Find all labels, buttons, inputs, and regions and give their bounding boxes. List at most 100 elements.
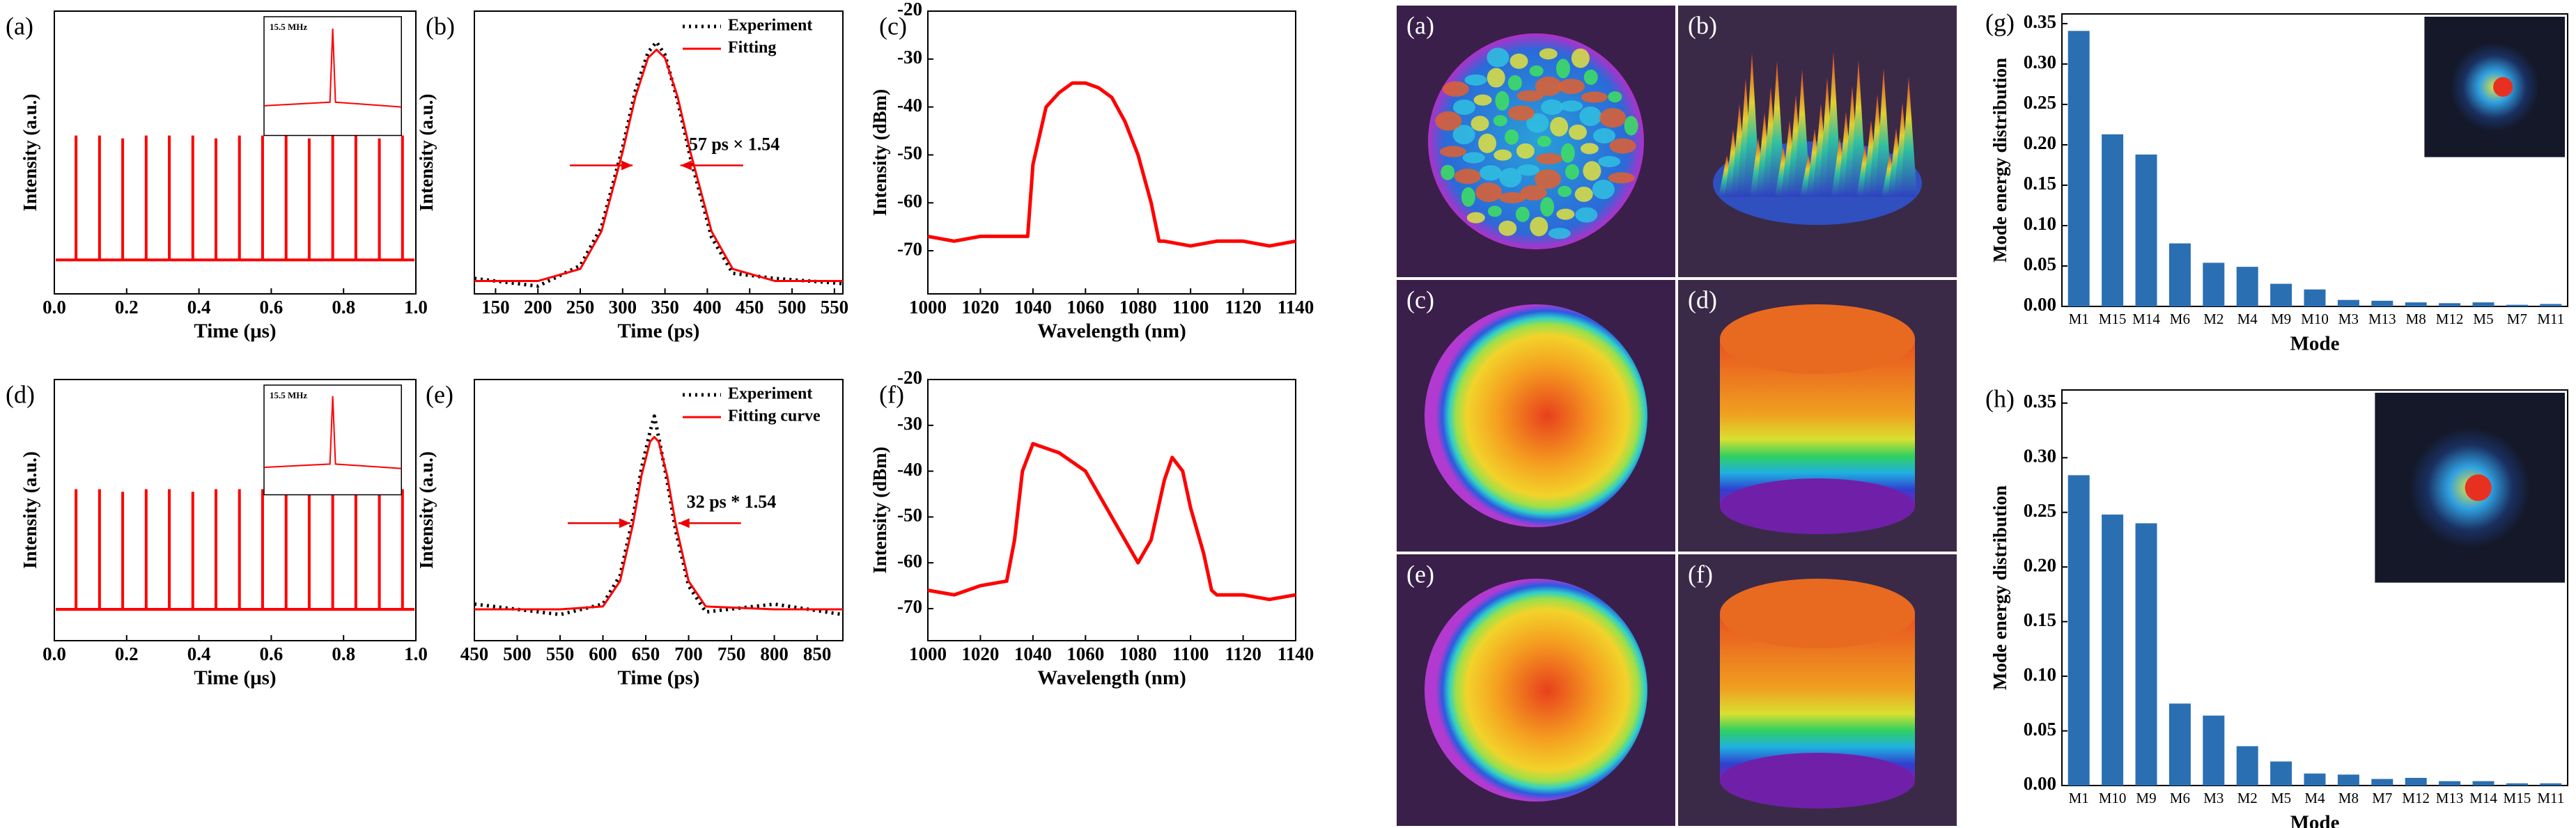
speckle (1520, 185, 1547, 201)
arrow-head (621, 160, 633, 171)
panel-label: (d) (6, 380, 35, 408)
x-tick-label: 1060 (1066, 297, 1104, 318)
bar (2472, 302, 2494, 306)
x-tick-label: 400 (693, 297, 722, 318)
image-label: (d) (1688, 286, 1717, 313)
bar (2540, 783, 2562, 786)
speckle (1510, 53, 1528, 69)
panel-label: (c) (879, 12, 907, 40)
y-axis-title: Intensity (a.u.) (416, 94, 437, 212)
x-tick-label: 700 (674, 643, 703, 664)
series-line (474, 40, 844, 288)
speckle (1548, 228, 1571, 240)
bar (2067, 475, 2090, 786)
x-tick-label: 800 (760, 643, 789, 664)
speckle (1579, 106, 1602, 126)
speckle (1487, 47, 1510, 68)
x-tick-label: 1140 (1278, 643, 1314, 664)
bar (2337, 299, 2359, 306)
plot-frame (474, 379, 844, 641)
panel-label: (g) (1985, 8, 2015, 36)
x-tick-label: M8 (2338, 790, 2359, 806)
bar (2371, 779, 2393, 786)
bar (2203, 263, 2225, 306)
arrow-head (680, 160, 692, 171)
x-tick-label: 0.2 (115, 297, 139, 318)
legend-label: Experiment (728, 385, 812, 403)
x-tick-label: M15 (2099, 311, 2127, 327)
y-axis-title: Intensity (a.u.) (416, 451, 437, 569)
x-tick-label: 1080 (1119, 297, 1157, 318)
x-tick-label: 0.0 (42, 297, 66, 318)
speckle (1624, 116, 1638, 136)
y-tick-label: -60 (897, 550, 922, 571)
x-tick-label: 0.6 (260, 297, 284, 318)
cylinder-bottom (1720, 478, 1915, 534)
speckle (1526, 113, 1549, 133)
beam-image: (f) (1678, 554, 1957, 826)
flat-top-disk (1425, 579, 1647, 802)
plot-frame (927, 10, 1296, 295)
y-tick-label: 0.05 (2024, 253, 2056, 274)
x-tick-label: 1000 (909, 643, 947, 664)
bar (2304, 289, 2326, 306)
speckle (1479, 165, 1502, 181)
speckle (1536, 153, 1563, 164)
bar (2102, 134, 2124, 306)
image-label: (e) (1406, 560, 1434, 588)
speckle (1592, 180, 1615, 200)
x-tick-label: M11 (2537, 790, 2564, 806)
speckle (1550, 116, 1569, 136)
x-tick-label: 1020 (961, 643, 999, 664)
speckle (1530, 217, 1549, 237)
inset-trace (263, 396, 402, 469)
x-tick-label: 0.6 (260, 643, 284, 664)
x-axis-title: Wavelength (nm) (1037, 667, 1186, 689)
x-tick-label: 1100 (1172, 643, 1209, 664)
y-tick-label: 0.25 (2024, 92, 2056, 113)
bar (2439, 781, 2461, 786)
x-tick-label: 1040 (1014, 297, 1052, 318)
speckle (1580, 143, 1599, 155)
speckle (1493, 149, 1512, 161)
x-tick-label: 1140 (1278, 297, 1314, 318)
image-label: (c) (1406, 286, 1434, 313)
image-label: (b) (1688, 11, 1717, 39)
y-tick-label: 0.15 (2024, 609, 2056, 630)
cylinder-top (1720, 304, 1915, 374)
speckle (1540, 197, 1555, 217)
bar (2067, 31, 2090, 307)
x-tick-label: 550 (821, 297, 849, 318)
speckle (1516, 90, 1544, 102)
speckle (1581, 91, 1608, 103)
speckle (1442, 81, 1469, 97)
x-tick-label: 0.4 (187, 643, 211, 664)
y-axis-title: Mode energy distribution (1989, 485, 2010, 690)
y-tick-label: -40 (897, 95, 922, 116)
speckle (1575, 207, 1598, 223)
flat-top-disk (1425, 304, 1647, 527)
legend-label: Experiment (728, 17, 812, 35)
speckle (1516, 164, 1539, 176)
y-tick-label: 0.00 (2024, 294, 2056, 315)
x-tick-label: 450 (736, 297, 764, 318)
y-tick-label: 0.10 (2024, 664, 2056, 685)
x-tick-label: 1.0 (404, 643, 428, 664)
bar (2371, 300, 2393, 306)
x-tick-label: 1020 (961, 297, 999, 318)
bar (2270, 283, 2292, 306)
plot-frame (927, 379, 1296, 641)
speckle (1558, 79, 1585, 95)
inset-label: 15.5 MHz (270, 390, 307, 400)
speckle (1478, 133, 1497, 153)
y-tick-label: 0.35 (2024, 11, 2056, 32)
x-tick-label: M3 (2203, 790, 2224, 806)
bar (2102, 514, 2124, 786)
x-tick-label: 250 (566, 297, 595, 318)
bar (2405, 302, 2427, 306)
y-tick-label: -70 (897, 238, 922, 259)
x-tick-label: M13 (2436, 790, 2464, 806)
speckle (1464, 74, 1487, 86)
speckle (1608, 172, 1635, 184)
